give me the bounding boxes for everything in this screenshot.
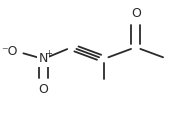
Text: O: O <box>131 7 141 20</box>
Text: O: O <box>38 83 48 96</box>
Text: +: + <box>45 49 52 58</box>
Text: N: N <box>39 53 48 65</box>
Text: ⁻O: ⁻O <box>1 45 18 58</box>
